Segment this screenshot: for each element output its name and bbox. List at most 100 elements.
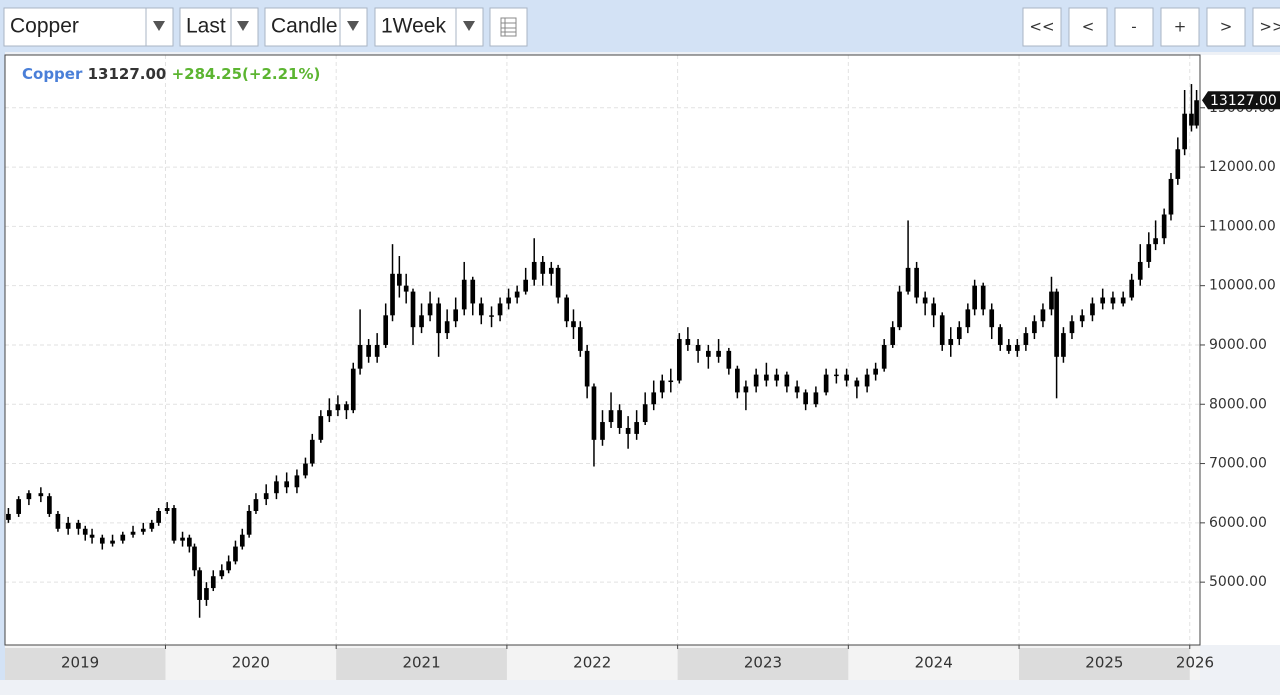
candle-body bbox=[335, 404, 341, 411]
candle-body bbox=[753, 374, 759, 387]
candle-body bbox=[461, 279, 467, 310]
candle-body bbox=[823, 374, 829, 393]
chart-header: Copper 13127.00 +284.25(+2.21%) bbox=[22, 65, 320, 83]
nav-button[interactable]: > bbox=[1206, 7, 1246, 47]
candle-body bbox=[854, 380, 860, 387]
candle-body bbox=[803, 392, 808, 405]
candle-body bbox=[263, 493, 269, 500]
candle-body bbox=[120, 534, 126, 541]
candle-body bbox=[784, 374, 790, 387]
candle-body bbox=[931, 303, 937, 316]
change: +284.25(+2.21%) bbox=[172, 65, 321, 83]
candle-body bbox=[1182, 113, 1187, 150]
candle-body bbox=[1168, 178, 1174, 215]
candle-body bbox=[303, 463, 308, 476]
candle-body bbox=[1189, 113, 1194, 126]
y-tick-label: 11000.00 bbox=[1209, 218, 1276, 234]
candle-body bbox=[555, 267, 561, 298]
candle-body bbox=[956, 327, 962, 340]
candle-body bbox=[156, 510, 161, 523]
candle-body bbox=[914, 267, 919, 298]
button-text: >> bbox=[1259, 18, 1280, 36]
x-tick-label: 2022 bbox=[573, 654, 611, 672]
nav-button[interactable]: < bbox=[1068, 7, 1108, 47]
candle-body bbox=[794, 386, 800, 393]
button-text: - bbox=[1131, 18, 1136, 36]
symbol-dropdown[interactable]: Copper bbox=[3, 7, 174, 47]
y-tick-label: 6000.00 bbox=[1209, 515, 1267, 531]
candle-body bbox=[965, 309, 971, 328]
candle-body bbox=[764, 374, 769, 381]
plot-background bbox=[5, 55, 1280, 645]
candle-body bbox=[497, 303, 503, 316]
y-tick-label: 7000.00 bbox=[1209, 456, 1267, 472]
button-text: < bbox=[1082, 18, 1095, 36]
candle-body bbox=[318, 416, 324, 440]
candle-body bbox=[813, 392, 819, 405]
candle-body bbox=[905, 267, 911, 292]
candle-body bbox=[1161, 214, 1167, 239]
candle-body bbox=[489, 315, 494, 317]
period-dropdown[interactable]: 1Week bbox=[374, 7, 484, 47]
nav-button[interactable]: << bbox=[1022, 7, 1062, 47]
candle-body bbox=[233, 546, 238, 562]
candle-body bbox=[246, 510, 252, 535]
candle-body bbox=[1120, 297, 1126, 304]
candle-body bbox=[374, 344, 380, 357]
y-tick-label: 12000.00 bbox=[1209, 159, 1276, 175]
candle-body bbox=[470, 279, 476, 304]
candle-body bbox=[397, 273, 402, 286]
candle-body bbox=[38, 493, 44, 497]
candle-body bbox=[774, 374, 779, 381]
nav-button[interactable]: + bbox=[1160, 7, 1200, 47]
candle-body bbox=[997, 327, 1003, 345]
candle-body bbox=[591, 386, 597, 440]
candle-body bbox=[540, 261, 546, 274]
candle-body bbox=[274, 481, 279, 494]
candle-body bbox=[171, 508, 177, 541]
candle-body bbox=[873, 368, 878, 375]
candle-body bbox=[436, 303, 441, 334]
candle-body bbox=[864, 374, 870, 387]
candle-body bbox=[453, 309, 459, 322]
candle-body bbox=[617, 410, 622, 428]
price-field-dropdown[interactable]: Last bbox=[179, 7, 259, 47]
candle-body bbox=[204, 588, 209, 600]
candle-body bbox=[659, 380, 665, 393]
candle-body bbox=[881, 344, 887, 369]
chart-type-dropdown[interactable]: Candle bbox=[264, 7, 368, 47]
candle-body bbox=[210, 576, 216, 589]
candle-body bbox=[410, 291, 416, 328]
price-tag bbox=[1202, 91, 1280, 110]
candle-body bbox=[1100, 297, 1106, 304]
y-tick-label: 9000.00 bbox=[1209, 337, 1267, 353]
candle-body bbox=[548, 267, 554, 274]
candle-body bbox=[197, 570, 202, 600]
candle-body bbox=[584, 350, 590, 387]
nav-button[interactable]: >> bbox=[1252, 7, 1280, 47]
candle-body bbox=[239, 534, 245, 547]
candle-body bbox=[1006, 344, 1012, 351]
candle-body bbox=[47, 496, 52, 514]
button-text: << bbox=[1029, 18, 1054, 36]
y-tick-label: 5000.00 bbox=[1209, 574, 1267, 590]
candle-body bbox=[1040, 309, 1046, 322]
candle-body bbox=[253, 499, 259, 511]
dropdown-text: Copper bbox=[10, 15, 79, 38]
candle-body bbox=[634, 422, 639, 434]
candle-body bbox=[383, 315, 389, 345]
candle-body bbox=[192, 546, 197, 571]
candle-body bbox=[834, 374, 839, 377]
candle-body bbox=[743, 386, 749, 393]
candle-body bbox=[419, 315, 424, 328]
candle-body bbox=[989, 309, 995, 328]
candle-body bbox=[180, 537, 185, 541]
candle-body bbox=[939, 315, 945, 345]
table-button[interactable] bbox=[489, 7, 528, 47]
candle-body bbox=[1054, 291, 1059, 357]
x-tick-label: 2023 bbox=[744, 654, 782, 672]
candle-body bbox=[523, 279, 529, 292]
candle-body bbox=[1015, 344, 1020, 351]
nav-button[interactable]: - bbox=[1114, 7, 1154, 47]
